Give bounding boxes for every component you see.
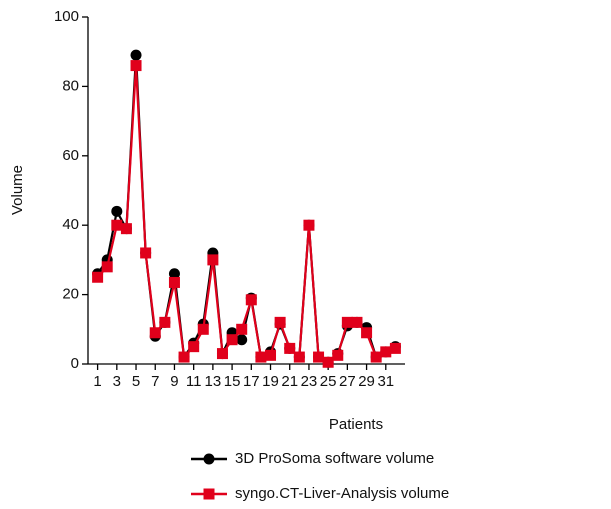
x-tick-label: 17: [243, 373, 260, 390]
y-tick-label: 80: [62, 77, 79, 94]
x-tick-label: 1: [93, 373, 101, 390]
x-tick-label: 5: [132, 373, 140, 390]
y-tick-label: 60: [62, 147, 79, 164]
data-point: [389, 342, 401, 354]
data-point: [313, 351, 325, 363]
y-tick-label: 100: [54, 8, 79, 25]
data-point: [216, 348, 228, 360]
x-tick-label: 31: [377, 373, 394, 390]
x-tick-label: 15: [224, 373, 241, 390]
data-point: [236, 323, 248, 335]
x-tick-label: 7: [151, 373, 159, 390]
data-point: [92, 271, 104, 283]
data-point: [101, 261, 113, 273]
x-tick-label: 11: [186, 373, 202, 390]
x-tick-label: 25: [320, 373, 337, 390]
data-point: [178, 351, 190, 363]
data-point: [265, 349, 277, 361]
data-point: [130, 60, 142, 72]
y-axis-label: Volume: [9, 165, 26, 215]
data-point: [293, 351, 305, 363]
data-point: [207, 254, 219, 266]
data-point: [168, 268, 180, 280]
data-point: [303, 219, 315, 231]
data-point: [111, 219, 123, 231]
x-tick-label: 13: [205, 373, 222, 390]
y-tick-label: 0: [71, 355, 79, 372]
x-tick-label: 27: [339, 373, 356, 390]
data-point: [255, 351, 267, 363]
data-point: [197, 323, 209, 335]
data-point: [149, 327, 161, 339]
legend-label: 3D ProSoma software volume: [235, 450, 434, 467]
x-tick-label: 9: [170, 373, 178, 390]
data-point: [159, 316, 171, 328]
legend-marker: [203, 453, 215, 465]
data-point: [351, 316, 363, 328]
x-tick-label: 21: [281, 373, 298, 390]
legend-label: syngo.CT-Liver-Analysis volume: [235, 485, 449, 502]
data-point: [120, 223, 132, 235]
data-point: [361, 327, 373, 339]
x-tick-label: 29: [358, 373, 375, 390]
y-tick-label: 20: [62, 286, 79, 303]
data-point: [226, 334, 238, 346]
data-point: [332, 349, 344, 361]
data-point: [236, 334, 248, 346]
data-point: [168, 276, 180, 288]
x-axis-label: Patients: [329, 416, 383, 433]
data-point: [130, 49, 142, 61]
data-point: [111, 205, 123, 217]
data-point: [341, 316, 353, 328]
data-point: [140, 247, 152, 259]
data-point: [188, 341, 200, 353]
data-point: [274, 316, 286, 328]
data-point: [245, 294, 257, 306]
y-tick-label: 40: [62, 216, 79, 233]
data-point: [380, 346, 392, 358]
data-point: [284, 342, 296, 354]
legend-marker: [203, 488, 215, 500]
data-point: [322, 356, 334, 368]
data-point: [370, 351, 382, 363]
x-tick-label: 3: [113, 373, 121, 390]
x-tick-label: 23: [301, 373, 318, 390]
x-tick-label: 19: [262, 373, 279, 390]
